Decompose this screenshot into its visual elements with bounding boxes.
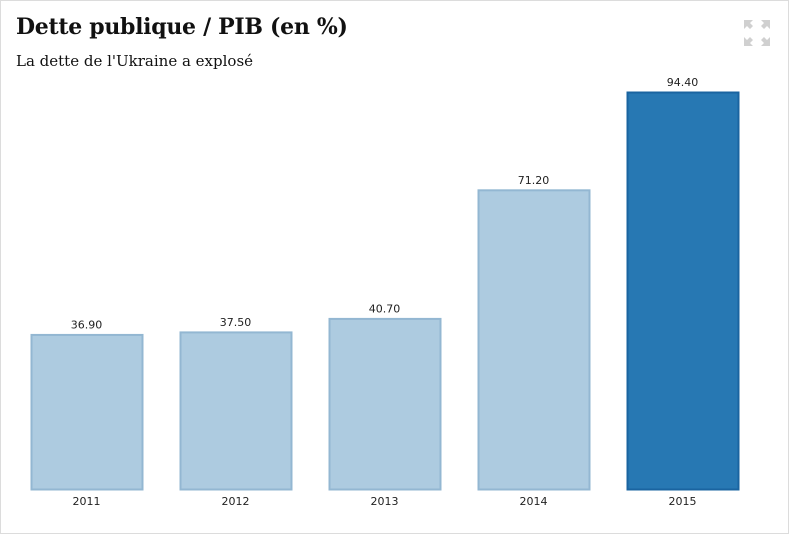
bar-2014 (477, 189, 591, 491)
bar-2011 (30, 333, 144, 491)
data-label: 94.40 (667, 76, 699, 89)
data-label: 36.90 (71, 318, 103, 331)
chart-title: Dette publique / PIB (en %) (16, 14, 348, 40)
x-tick-label: 2015 (669, 495, 697, 508)
x-tick-label: 2012 (222, 495, 250, 508)
bar-2013 (328, 317, 442, 491)
data-label: 37.50 (220, 316, 252, 329)
bar-2015 (626, 91, 740, 491)
chart-subtitle: La dette de l'Ukraine a explosé (16, 52, 254, 70)
x-tick-label: 2013 (371, 495, 399, 508)
data-label: 40.70 (369, 302, 401, 315)
expand-icon[interactable] (744, 20, 770, 46)
x-tick-label: 2014 (520, 495, 548, 508)
bar-2012 (179, 331, 293, 491)
x-tick-label: 2011 (73, 495, 101, 508)
data-label: 71.20 (518, 174, 550, 187)
